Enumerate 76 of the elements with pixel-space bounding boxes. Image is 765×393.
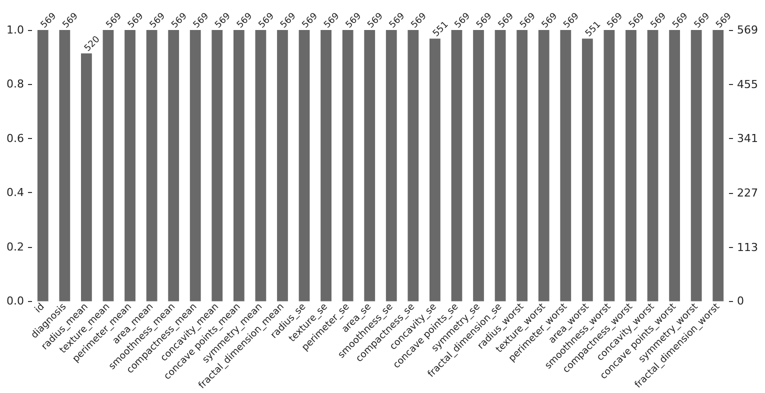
data-label: 569 [322, 11, 342, 31]
data-label: 569 [278, 11, 298, 31]
bar [386, 30, 397, 302]
bar [604, 30, 615, 302]
data-label: 569 [627, 11, 647, 31]
bar [298, 30, 310, 302]
bar [451, 30, 462, 302]
data-label: 569 [192, 11, 212, 31]
data-label: 569 [671, 11, 690, 31]
bar [59, 30, 70, 302]
bar [712, 30, 724, 302]
y2-tick-label: 341 [737, 132, 758, 146]
data-label: 569 [540, 11, 560, 31]
bar [560, 30, 572, 302]
bar [342, 30, 354, 302]
data-label: 569 [104, 11, 124, 31]
bar [669, 30, 680, 302]
data-label: 569 [170, 11, 190, 31]
y2-tick-label: 113 [737, 240, 758, 254]
data-label: 569 [388, 11, 408, 31]
bar [255, 30, 266, 302]
data-label: 569 [410, 11, 430, 31]
bar [190, 30, 201, 302]
y2-tick-label: 569 [737, 24, 758, 36]
bar [124, 30, 136, 302]
bar [320, 30, 332, 302]
data-label: 569 [453, 11, 473, 31]
y-tick-label: 0.8 [6, 78, 24, 91]
bar [102, 30, 114, 302]
y-tick-label: 0.2 [6, 240, 24, 254]
data-label: 551 [584, 20, 604, 40]
data-label: 569 [257, 11, 277, 31]
bar [626, 30, 636, 302]
data-label: 520 [82, 34, 102, 54]
bar [146, 30, 158, 302]
y2-tick-label: 0 [737, 294, 744, 308]
data-label: 569 [148, 11, 168, 31]
data-label: 569 [39, 11, 59, 31]
data-label: 569 [126, 11, 146, 31]
bar [37, 30, 48, 302]
y2-tick-label: 227 [737, 186, 758, 200]
data-label: 569 [518, 11, 538, 31]
bar [473, 30, 484, 302]
bar [690, 30, 702, 302]
bar [81, 53, 92, 302]
data-label: 569 [649, 11, 669, 31]
data-label: 551 [431, 20, 451, 40]
bar [233, 30, 244, 302]
data-label: 569 [344, 11, 364, 31]
bar [430, 38, 440, 302]
data-label: 569 [692, 11, 712, 31]
y2-tick-label: 455 [737, 78, 758, 91]
bar [277, 30, 288, 302]
data-label: 569 [474, 11, 494, 31]
bar [212, 30, 223, 302]
bar [168, 30, 180, 302]
y-tick-label: 0.6 [6, 132, 24, 145]
data-label: 569 [366, 11, 386, 31]
y-tick-label: 0.0 [6, 294, 24, 308]
bar [408, 30, 419, 302]
y-tick-label: 1.0 [6, 24, 24, 36]
data-label: 569 [496, 11, 516, 31]
data-label: 569 [61, 11, 81, 31]
data-label: 569 [714, 11, 734, 31]
data-label: 569 [606, 11, 626, 31]
bar [516, 30, 528, 302]
data-label: 569 [214, 11, 234, 31]
bar [494, 30, 506, 302]
data-label: 569 [235, 11, 255, 31]
bar [647, 30, 658, 302]
bar [582, 38, 593, 302]
data-label: 569 [300, 11, 320, 31]
bar [364, 30, 376, 302]
data-label: 569 [562, 11, 582, 31]
bar [538, 30, 550, 302]
y-tick-label: 0.4 [6, 186, 24, 200]
